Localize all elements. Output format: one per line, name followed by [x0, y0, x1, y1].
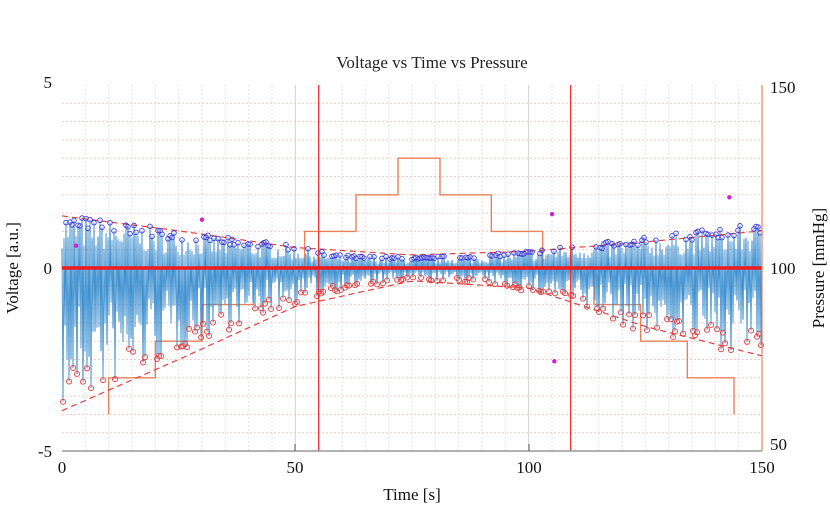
pressure-step-line	[107, 157, 735, 415]
y-right-tick-100: 100	[770, 259, 796, 278]
y-tick-0: 0	[44, 259, 53, 278]
x-tick-150: 150	[749, 458, 775, 477]
y-tick-5: 5	[44, 73, 53, 92]
x-axis-label: Time [s]	[383, 485, 440, 504]
y-right-tick-50: 50	[770, 435, 787, 454]
peak-markers	[60, 195, 764, 405]
y-tick-neg5: -5	[38, 442, 52, 461]
chart-title: Voltage vs Time vs Pressure	[336, 53, 527, 72]
y-axis-label: Voltage [a.u.]	[3, 222, 22, 314]
x-tick-0: 0	[58, 458, 67, 477]
voltage-signal	[61, 217, 763, 402]
x-tick-50: 50	[287, 458, 304, 477]
envelope-lines	[61, 215, 763, 412]
x-tick-100: 100	[516, 458, 542, 477]
y-right-axis-label: Pressure [mmHg]	[809, 208, 828, 328]
y-right-tick-150: 150	[770, 78, 796, 97]
